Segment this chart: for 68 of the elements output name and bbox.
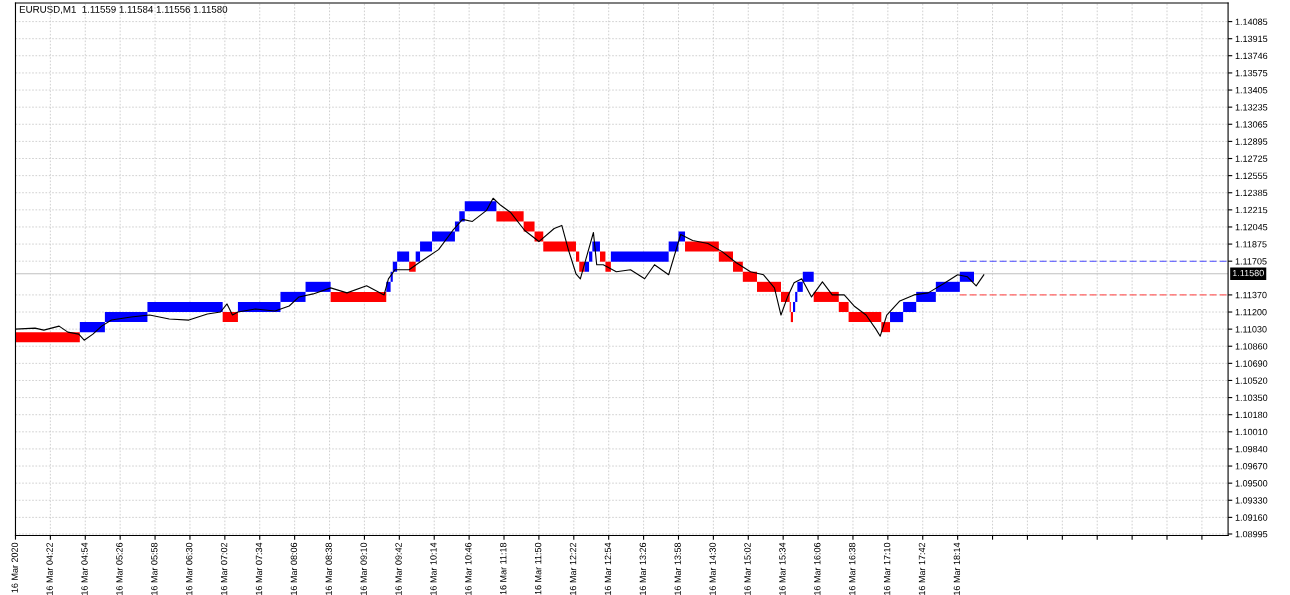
y-tick-label: 1.12895 [1235,138,1268,145]
x-tick-label: 16 Mar 10:46 [465,542,472,595]
x-tick-label: 16 Mar 12:54 [604,542,612,595]
x-tick-label: 16 Mar 2020 [11,542,18,593]
chart-title: EURUSD,M1 1.11559 1.11584 1.11556 1.11580 [19,5,228,14]
x-tick-label: 16 Mar 05:58 [151,542,158,595]
bar [420,241,433,252]
y-tick-label: 1.11705 [1235,258,1267,265]
y-tick-label: 1.12385 [1235,189,1268,197]
y-tick-label: 1.13575 [1235,69,1268,77]
bar [890,312,904,323]
y-tick-label: 1.14085 [1235,18,1268,25]
y-tick-label: 1.11200 [1235,308,1267,316]
x-tick-label: 16 Mar 17:10 [883,542,891,595]
x-tick-label: 16 Mar 07:34 [255,542,263,595]
x-tick-label: 16 Mar 04:22 [46,542,53,595]
y-tick-label: 1.13746 [1235,52,1268,60]
y-tick-label: 1.11875 [1235,241,1267,248]
x-tick-label: 16 Mar 13:58 [674,542,681,595]
y-tick-label: 1.09840 [1235,445,1268,453]
x-tick-label: 16 Mar 05:26 [116,542,123,595]
y-tick-label: 1.10690 [1235,360,1268,367]
bar [523,221,535,232]
y-tick-label: 1.13235 [1235,104,1268,111]
x-tick-label: 16 Mar 09:10 [360,542,367,595]
bar [838,301,849,313]
x-tick-label: 16 Mar 16:06 [814,542,821,595]
x-tick-label: 16 Mar 10:14 [430,542,437,595]
bar [397,251,410,262]
y-tick-label: 1.09670 [1235,463,1268,470]
y-tick-label: 1.13915 [1235,35,1268,43]
x-tick-label: 16 Mar 11:18 [500,542,507,595]
y-tick-label: 1.11370 [1235,291,1267,299]
x-tick-label: 16 Mar 12:22 [569,542,577,595]
y-tick-label: 1.12045 [1235,223,1268,231]
bar [802,271,814,282]
x-tick-label: 16 Mar 16:38 [848,542,856,595]
x-tick-label: 16 Mar 11:50 [534,542,542,595]
x-tick-label: 16 Mar 14:30 [709,542,716,595]
y-tick-label: 1.10860 [1235,343,1268,350]
x-tick-label: 16 Mar 15:34 [779,542,786,595]
x-tick-label: 16 Mar 08:06 [290,542,298,595]
x-tick-label: 16 Mar 09:42 [395,542,402,595]
y-tick-label: 1.10010 [1235,428,1268,436]
x-tick-label: 16 Mar 17:42 [918,542,926,595]
y-tick-label: 1.13405 [1235,87,1268,94]
ref-line-label: 1.11580 [1232,269,1264,277]
y-tick-label: 1.10520 [1235,377,1268,384]
line-series [15,197,985,341]
y-tick-label: 1.12215 [1235,206,1268,214]
x-tick-label: 16 Mar 07:02 [220,542,228,595]
y-tick-label: 1.13065 [1235,121,1268,128]
y-tick-label: 1.12555 [1235,172,1268,179]
y-tick-label: 1.12725 [1235,155,1268,162]
y-tick-label: 1.09500 [1235,480,1268,487]
y-tick-label: 1.09330 [1235,497,1268,504]
x-tick-label: 16 Mar 08:38 [325,542,332,595]
x-tick-label: 16 Mar 18:14 [953,542,961,595]
y-tick-label: 1.10180 [1235,411,1268,419]
x-tick-label: 16 Mar 15:02 [744,542,751,595]
bar [903,301,917,313]
x-tick-label: 16 Mar 13:26 [639,542,647,595]
y-tick-label: 1.11030 [1235,326,1267,333]
y-tick-label: 1.10350 [1235,394,1268,401]
y-tick-label: 1.09160 [1235,514,1268,521]
y-tick-label: 1.08995 [1235,530,1268,538]
x-tick-label: 16 Mar 04:54 [81,542,88,595]
x-tick-label: 16 Mar 06:30 [185,542,193,595]
